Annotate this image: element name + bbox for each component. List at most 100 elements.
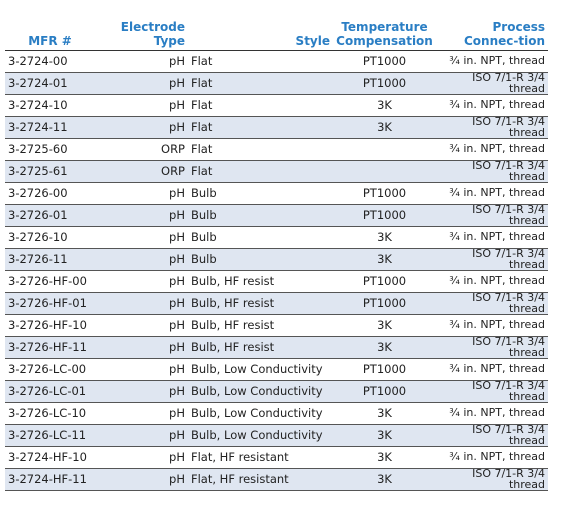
header-cell: Process Connec-tion [436, 18, 548, 51]
table-row: 3-2726-LC-11 pH Bulb, Low Conductivity 3K IS… [5, 424, 548, 447]
table-cell: ISO 7/1-R 3/4 thread [436, 72, 548, 95]
table-cell: 3-2726-01 [5, 204, 95, 227]
header-cell: Electrode Type [95, 18, 188, 51]
table-cell: pH [95, 50, 188, 73]
table-cell: 3-2726-LC-11 [5, 424, 95, 447]
table-cell: 3-2724-11 [5, 116, 95, 139]
table-cell: Flat [188, 50, 333, 73]
table-cell: ISO 7/1-R 3/4 thread [436, 380, 548, 403]
table-cell: Bulb [188, 182, 333, 205]
table-cell: 3-2726-HF-00 [5, 270, 95, 293]
table-cell [333, 160, 436, 183]
table-cell: Flat [188, 138, 333, 161]
header-cell: Style [188, 18, 333, 51]
table-row: 3-2726-00 pH Bulb PT1000 ¾ in. NPT, thread [5, 182, 548, 205]
table-cell: 3-2724-HF-11 [5, 468, 95, 491]
table-cell: 3-2726-11 [5, 248, 95, 271]
table-cell: PT1000 [333, 72, 436, 95]
table-cell: PT1000 [333, 204, 436, 227]
table-cell: pH [95, 116, 188, 139]
table-cell: ¾ in. NPT, thread [436, 402, 548, 425]
table-row: 3-2726-LC-01 pH Bulb, Low Conductivity PT10… [5, 380, 548, 403]
table-row: 3-2724-01 pH Flat PT1000 ISO 7/1-R 3/4 threa… [5, 72, 548, 95]
table-cell: Flat [188, 160, 333, 183]
table-cell: 3K [333, 116, 436, 139]
table-cell: pH [95, 380, 188, 403]
table-cell: ¾ in. NPT, thread [436, 94, 548, 117]
table-cell: 3-2724-01 [5, 72, 95, 95]
table-cell: Bulb [188, 226, 333, 249]
table-cell: Bulb, HF resist [188, 292, 333, 315]
table-cell: 3-2724-00 [5, 50, 95, 73]
table-cell: 3-2724-10 [5, 94, 95, 117]
product-table: MFR # Electrode Type Style Temperature Comp… [5, 18, 548, 491]
table-row: 3-2724-00 pH Flat PT1000 ¾ in. NPT, thread [5, 50, 548, 73]
table-cell: pH [95, 248, 188, 271]
table-cell: pH [95, 72, 188, 95]
table-cell: 3-2726-LC-01 [5, 380, 95, 403]
table-row: 3-2725-61 ORP Flat ISO 7/1-R 3/4 thread [5, 160, 548, 183]
table-cell: 3-2726-10 [5, 226, 95, 249]
table-cell: 3-2726-HF-01 [5, 292, 95, 315]
table-cell: 3K [333, 248, 436, 271]
table-row: 3-2725-60 ORP Flat ¾ in. NPT, thread [5, 138, 548, 161]
table-cell: PT1000 [333, 380, 436, 403]
table-row: 3-2724-HF-10 pH Flat, HF resistant 3K ¾ in. … [5, 446, 548, 469]
table-cell: 3K [333, 424, 436, 447]
table-cell: ¾ in. NPT, thread [436, 314, 548, 337]
table-cell: Bulb, HF resist [188, 336, 333, 359]
table-cell: ISO 7/1-R 3/4 thread [436, 292, 548, 315]
table-cell: 3K [333, 94, 436, 117]
table-cell: 3-2726-HF-10 [5, 314, 95, 337]
table-cell: ISO 7/1-R 3/4 thread [436, 336, 548, 359]
table-row: 3-2726-10 pH Bulb 3K ¾ in. NPT, thread [5, 226, 548, 249]
table-row: 3-2724-11 pH Flat 3K ISO 7/1-R 3/4 thread [5, 116, 548, 139]
table-cell: ¾ in. NPT, thread [436, 182, 548, 205]
table-cell: Bulb, Low Conductivity [188, 424, 333, 447]
table-cell: 3K [333, 468, 436, 491]
table-cell: Flat, HF resistant [188, 446, 333, 469]
table-cell: pH [95, 336, 188, 359]
table-cell: 3K [333, 336, 436, 359]
table-cell: ¾ in. NPT, thread [436, 138, 548, 161]
table-cell: ISO 7/1-R 3/4 thread [436, 116, 548, 139]
table-cell: ISO 7/1-R 3/4 thread [436, 204, 548, 227]
table-cell: 3K [333, 402, 436, 425]
table-cell: pH [95, 468, 188, 491]
table-cell [333, 138, 436, 161]
table-body: 3-2724-00 pH Flat PT1000 ¾ in. NPT, thread 3-… [5, 50, 548, 491]
table-cell: Bulb, Low Conductivity [188, 402, 333, 425]
table-row: 3-2726-HF-11 pH Bulb, HF resist 3K ISO 7/1-R… [5, 336, 548, 359]
table-row: 3-2726-HF-00 pH Bulb, HF resist PT1000 ¾ in.… [5, 270, 548, 293]
table-cell: 3-2725-60 [5, 138, 95, 161]
table-cell: Bulb [188, 204, 333, 227]
table-cell: pH [95, 94, 188, 117]
table-row: 3-2726-HF-01 pH Bulb, HF resist PT1000 ISO 7… [5, 292, 548, 315]
table-cell: Bulb, Low Conductivity [188, 358, 333, 381]
table-cell: pH [95, 226, 188, 249]
table-cell: pH [95, 424, 188, 447]
table-cell: ORP [95, 138, 188, 161]
table-cell: pH [95, 292, 188, 315]
table-cell: ¾ in. NPT, thread [436, 226, 548, 249]
table-cell: PT1000 [333, 50, 436, 73]
table-cell: 3-2726-HF-11 [5, 336, 95, 359]
table-cell: 3-2725-61 [5, 160, 95, 183]
table-cell: pH [95, 270, 188, 293]
table-cell: PT1000 [333, 292, 436, 315]
header-cell: MFR # [5, 18, 95, 51]
table-cell: Flat [188, 72, 333, 95]
table-cell: PT1000 [333, 358, 436, 381]
table-cell: ISO 7/1-R 3/4 thread [436, 160, 548, 183]
table-cell: pH [95, 358, 188, 381]
table-cell: Bulb [188, 248, 333, 271]
table-cell: PT1000 [333, 270, 436, 293]
table-row: 3-2724-HF-11 pH Flat, HF resistant 3K ISO 7/… [5, 468, 548, 491]
table-row: 3-2726-LC-10 pH Bulb, Low Conductivity 3K ¾ … [5, 402, 548, 425]
table-cell: 3K [333, 314, 436, 337]
header-row: MFR # Electrode Type Style Temperature Comp… [5, 18, 548, 51]
table-cell: Flat, HF resistant [188, 468, 333, 491]
table-cell: 3-2724-HF-10 [5, 446, 95, 469]
table-cell: ORP [95, 160, 188, 183]
